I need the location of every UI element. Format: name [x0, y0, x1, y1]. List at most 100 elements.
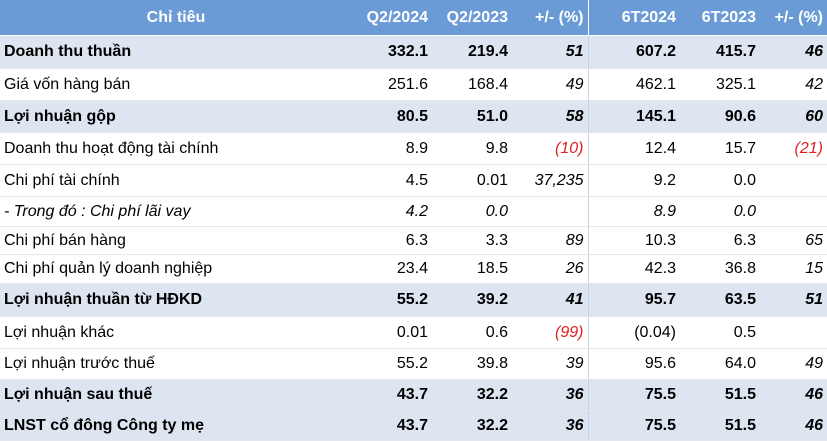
- value-cell: 64.0: [680, 348, 760, 380]
- header-row: Chỉ tiêu Q2/2024 Q2/2023 +/- (%) 6T2024 6T202…: [0, 0, 827, 36]
- value-cell: 36.8: [680, 254, 760, 284]
- value-cell: 251.6: [352, 68, 432, 101]
- value-cell: 95.7: [587, 283, 680, 317]
- row-label: Chi phí quản lý doanh nghiệp: [0, 254, 352, 284]
- row-label: Lợi nhuận gộp: [0, 100, 352, 133]
- table-row: Lợi nhuận gộp 80.5 51.0 58 145.1 90.6 60: [0, 100, 827, 133]
- value-cell: 36: [512, 410, 588, 441]
- value-cell: 46: [760, 35, 827, 69]
- value-cell: 4.5: [352, 164, 432, 197]
- value-cell: 43.7: [352, 379, 432, 411]
- table-row: Chi phí bán hàng 6.3 3.3 89 10.3 6.3 65: [0, 226, 827, 255]
- value-cell: 415.7: [680, 35, 760, 69]
- value-cell: 325.1: [680, 68, 760, 101]
- table-row: Lợi nhuận sau thuế 43.7 32.2 36 75.5 51.5 46: [0, 379, 827, 411]
- row-label: Doanh thu hoạt động tài chính: [0, 132, 352, 165]
- value-cell: 51.0: [432, 100, 512, 133]
- row-label: Lợi nhuận khác: [0, 316, 352, 349]
- row-label: Chi phí tài chính: [0, 164, 352, 197]
- value-cell: 90.6: [680, 100, 760, 133]
- value-cell: (99): [512, 316, 588, 349]
- value-cell: [512, 196, 588, 227]
- value-cell: 49: [760, 348, 827, 380]
- value-cell: 607.2: [587, 35, 680, 69]
- value-cell: (21): [760, 132, 827, 165]
- table-row: Lợi nhuận thuần từ HĐKD 55.2 39.2 41 95.7 63.…: [0, 283, 827, 317]
- value-cell: 39.2: [432, 283, 512, 317]
- value-cell: (10): [512, 132, 588, 165]
- row-label: - Trong đó : Chi phí lãi vay: [0, 196, 352, 227]
- value-cell: 26: [512, 254, 588, 284]
- value-cell: 8.9: [352, 132, 432, 165]
- table-row: Doanh thu thuần 332.1 219.4 51 607.2 415.7 46: [0, 35, 827, 69]
- value-cell: 332.1: [352, 35, 432, 69]
- value-cell: 9.2: [587, 164, 680, 197]
- value-cell: 0.01: [432, 164, 512, 197]
- value-cell: 23.4: [352, 254, 432, 284]
- table-row: Giá vốn hàng bán 251.6 168.4 49 462.1 325.1 42: [0, 68, 827, 101]
- value-cell: 0.6: [432, 316, 512, 349]
- value-cell: 9.8: [432, 132, 512, 165]
- value-cell: 43.7: [352, 410, 432, 441]
- value-cell: 49: [512, 68, 588, 101]
- row-label: LNST cổ đông Công ty mẹ: [0, 410, 352, 441]
- value-cell: 80.5: [352, 100, 432, 133]
- value-cell: 39.8: [432, 348, 512, 380]
- value-cell: 46: [760, 379, 827, 411]
- value-cell: 58: [512, 100, 588, 133]
- header-cell: Chỉ tiêu: [0, 0, 352, 36]
- value-cell: 75.5: [587, 410, 680, 441]
- row-label: Chi phí bán hàng: [0, 226, 352, 255]
- header-cell: 6T2023: [680, 0, 760, 36]
- row-label: Lợi nhuận trước thuế: [0, 348, 352, 380]
- row-label: Lợi nhuận sau thuế: [0, 379, 352, 411]
- value-cell: 3.3: [432, 226, 512, 255]
- value-cell: 8.9: [587, 196, 680, 227]
- value-cell: (0.04): [587, 316, 680, 349]
- value-cell: 168.4: [432, 68, 512, 101]
- value-cell: 37,235: [512, 164, 588, 197]
- value-cell: [760, 316, 827, 349]
- value-cell: 15.7: [680, 132, 760, 165]
- value-cell: 0.0: [680, 164, 760, 197]
- value-cell: [760, 196, 827, 227]
- value-cell: 0.0: [432, 196, 512, 227]
- value-cell: 41: [512, 283, 588, 317]
- row-label: Lợi nhuận thuần từ HĐKD: [0, 283, 352, 317]
- value-cell: 51: [512, 35, 588, 69]
- value-cell: 462.1: [587, 68, 680, 101]
- row-label: Giá vốn hàng bán: [0, 68, 352, 101]
- value-cell: 4.2: [352, 196, 432, 227]
- value-cell: 32.2: [432, 410, 512, 441]
- value-cell: 36: [512, 379, 588, 411]
- header-cell: +/- (%): [760, 0, 827, 36]
- value-cell: 75.5: [587, 379, 680, 411]
- value-cell: 145.1: [587, 100, 680, 133]
- value-cell: 6.3: [680, 226, 760, 255]
- value-cell: [760, 164, 827, 197]
- table-row: LNST cổ đông Công ty mẹ 43.7 32.2 36 75.5 51.…: [0, 410, 827, 441]
- value-cell: 12.4: [587, 132, 680, 165]
- value-cell: 0.01: [352, 316, 432, 349]
- value-cell: 95.6: [587, 348, 680, 380]
- value-cell: 42.3: [587, 254, 680, 284]
- value-cell: 6.3: [352, 226, 432, 255]
- value-cell: 0.0: [680, 196, 760, 227]
- value-cell: 63.5: [680, 283, 760, 317]
- value-cell: 55.2: [352, 348, 432, 380]
- value-cell: 65: [760, 226, 827, 255]
- table-row: Chi phí quản lý doanh nghiệp 23.4 18.5 26 42…: [0, 254, 827, 284]
- value-cell: 51: [760, 283, 827, 317]
- value-cell: 60: [760, 100, 827, 133]
- value-cell: 219.4: [432, 35, 512, 69]
- value-cell: 89: [512, 226, 588, 255]
- value-cell: 51.5: [680, 379, 760, 411]
- value-cell: 10.3: [587, 226, 680, 255]
- value-cell: 15: [760, 254, 827, 284]
- value-cell: 46: [760, 410, 827, 441]
- row-label: Doanh thu thuần: [0, 35, 352, 69]
- header-cell: 6T2024: [587, 0, 680, 36]
- table-row: Lợi nhuận trước thuế 55.2 39.8 39 95.6 64.0 49: [0, 348, 827, 380]
